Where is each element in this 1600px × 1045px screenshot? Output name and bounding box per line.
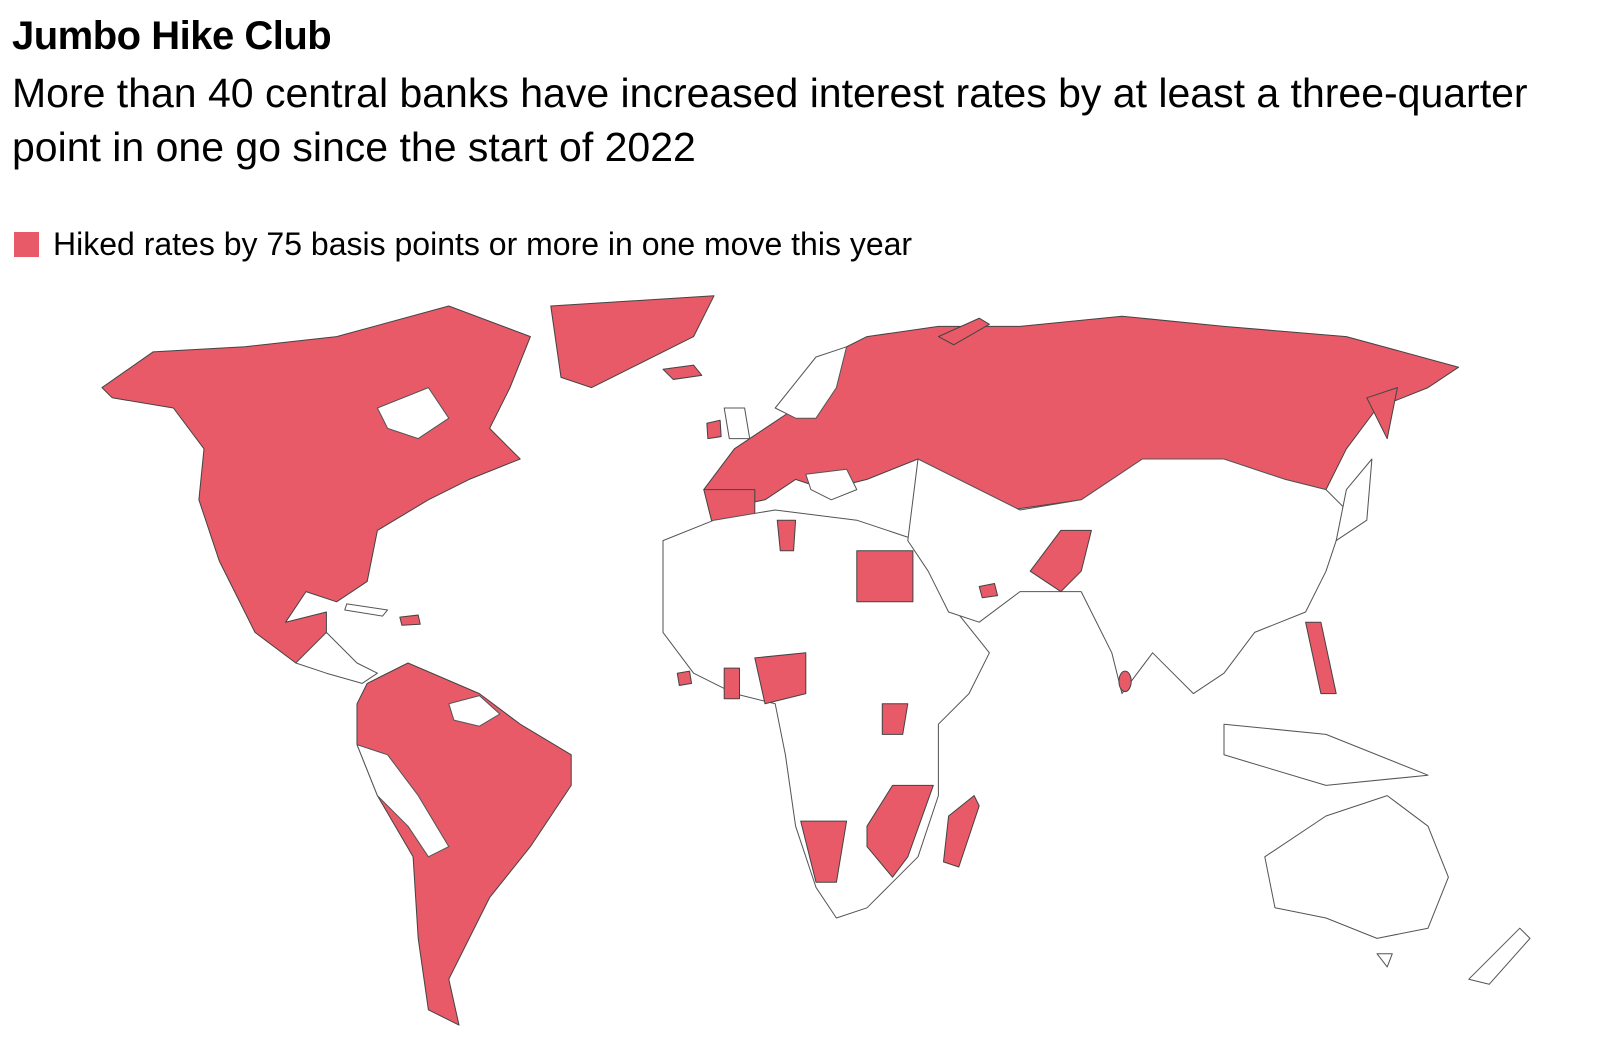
ghana — [723, 667, 741, 700]
nigeria — [754, 652, 807, 705]
legend: Hiked rates by 75 basis points or more i… — [14, 226, 912, 263]
sri-lanka — [1118, 670, 1132, 693]
asia — [907, 458, 1347, 695]
subtitle: More than 40 central banks have increase… — [12, 70, 1528, 170]
namibia — [800, 820, 848, 883]
hudson-bay — [376, 387, 450, 440]
balkans — [805, 468, 858, 501]
caribbean — [344, 603, 389, 617]
central-america — [295, 631, 378, 684]
svalbard-novaya — [937, 317, 990, 346]
southeast-africa — [866, 784, 934, 878]
kamchatka — [1366, 387, 1398, 440]
tasmania — [1376, 953, 1393, 968]
australia — [1264, 795, 1449, 939]
japan — [1335, 458, 1373, 542]
madagascar — [942, 795, 980, 868]
sierra-leone — [676, 670, 693, 686]
legend-swatch — [14, 232, 39, 257]
iceland — [662, 364, 703, 380]
guianas — [448, 695, 501, 727]
indonesia — [1223, 723, 1429, 786]
andean-region — [356, 744, 450, 858]
title: Jumbo Hike Club — [12, 14, 332, 58]
scandinavia — [774, 346, 848, 419]
egypt — [856, 550, 914, 603]
pakistan — [1029, 529, 1092, 593]
north-america — [101, 305, 531, 664]
dominican-republic — [399, 614, 421, 626]
philippines — [1305, 621, 1337, 695]
new-zealand — [1468, 927, 1531, 985]
map-shapes — [101, 295, 1531, 1026]
tunisia — [776, 519, 797, 552]
greenland — [550, 295, 715, 389]
legend-label: Hiked rates by 75 basis points or more i… — [53, 226, 913, 262]
britain — [723, 407, 751, 440]
uganda — [881, 703, 909, 735]
uae — [978, 582, 999, 599]
ireland — [706, 419, 722, 440]
